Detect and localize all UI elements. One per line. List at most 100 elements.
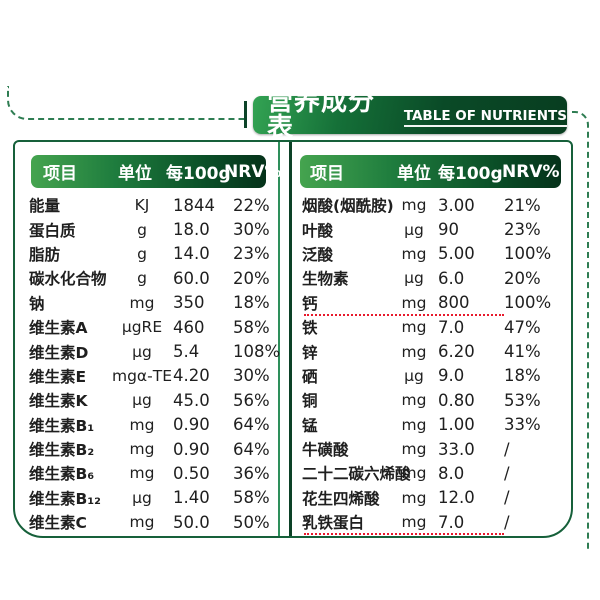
table-row: 维生素B₁₂ μg 1.40 58% <box>29 486 278 510</box>
nutrient-panel-right: 项目 单位 每100g NRV% 烟酸(烟酰胺) mg 3.00 21% 叶酸 μg 90 2… <box>292 142 571 536</box>
row-nrv: 20% <box>233 268 270 288</box>
table-row: 维生素K μg 45.0 56% <box>29 388 278 412</box>
row-unit: mg <box>401 415 427 434</box>
row-label: 叶酸 <box>302 221 334 240</box>
table-row: 维生素C mg 50.0 50% <box>29 510 278 534</box>
table-row: 乳铁蛋白 mg 7.0 / <box>302 510 571 536</box>
table-row: 能量 KJ 1844 22% <box>29 193 278 217</box>
row-label: 维生素B₆ <box>29 465 95 484</box>
row-label: 维生素D <box>29 343 89 362</box>
banner-subtitle: TABLE OF NUTRIENTS <box>403 110 567 127</box>
left-table-header: 项目 单位 每100g NRV% <box>31 155 282 188</box>
row-value: 12.0 <box>438 488 475 508</box>
row-label: 泛酸 <box>302 245 334 264</box>
row-nrv: / <box>504 512 510 532</box>
row-unit: g <box>137 244 147 263</box>
row-label: 牛磺酸 <box>302 441 349 460</box>
row-label: 花生四烯酸 <box>302 489 380 508</box>
row-unit: μg <box>404 269 424 288</box>
nutrition-sheet: 项目 单位 每100g NRV% 能量 KJ 1844 22% 蛋白质 g 18.0 30% 脂… <box>13 140 573 538</box>
table-row: 牛磺酸 mg 33.0 / <box>302 437 571 461</box>
row-unit: KJ <box>134 196 150 215</box>
row-value: 6.20 <box>438 342 475 362</box>
dashed-line-end-tick <box>244 101 247 128</box>
nutrition-table-banner: 营养成分表 TABLE OF NUTRIENTS <box>253 89 567 141</box>
row-unit: mg <box>129 293 155 312</box>
row-unit: mg <box>401 196 427 215</box>
row-label: 二十二碳六烯酸 <box>302 465 411 484</box>
row-value: 45.0 <box>173 390 210 410</box>
table-row: 生物素 μg 6.0 20% <box>302 266 571 290</box>
row-nrv: 30% <box>233 220 270 240</box>
row-label: 铁 <box>302 319 318 338</box>
row-nrv: 100% <box>504 244 552 264</box>
header-unit-label: 单位 <box>118 164 152 184</box>
header-item-label: 项目 <box>43 164 77 184</box>
table-row: 维生素E mgα-TE 4.20 30% <box>29 364 278 388</box>
row-value: 60.0 <box>173 268 210 288</box>
header-nrv-label: NRV% <box>502 161 560 182</box>
panel-gap <box>280 142 289 536</box>
table-row: 泛酸 mg 5.00 100% <box>302 242 571 266</box>
table-row: 维生素A μgRE 460 58% <box>29 315 278 339</box>
row-nrv: 64% <box>233 415 270 435</box>
row-value: 0.90 <box>173 439 210 459</box>
row-nrv: 23% <box>504 220 541 240</box>
row-unit: μg <box>404 220 424 239</box>
row-label: 维生素E <box>29 367 87 386</box>
row-value: 9.0 <box>438 366 465 386</box>
row-label: 锌 <box>302 343 318 362</box>
row-nrv: 18% <box>233 293 270 313</box>
row-value: 8.0 <box>438 463 465 483</box>
row-value: 0.50 <box>173 463 210 483</box>
row-label: 锰 <box>302 416 318 435</box>
row-value: 33.0 <box>438 439 475 459</box>
row-label: 乳铁蛋白 <box>302 514 365 533</box>
row-nrv: 58% <box>233 317 270 337</box>
row-label: 碳水化合物 <box>29 270 107 289</box>
table-row: 维生素B₁ mg 0.90 64% <box>29 413 278 437</box>
row-nrv: 50% <box>233 512 270 532</box>
row-value: 3.00 <box>438 195 475 215</box>
table-row: 叶酸 μg 90 23% <box>302 217 571 241</box>
table-row: 维生素B₂ mg 0.90 64% <box>29 437 278 461</box>
row-value: 0.80 <box>438 390 475 410</box>
row-nrv: 36% <box>233 463 270 483</box>
row-nrv: / <box>504 488 510 508</box>
row-value: 0.90 <box>173 415 210 435</box>
row-label: 维生素C <box>29 514 87 533</box>
row-nrv: 20% <box>504 268 541 288</box>
row-value: 50.0 <box>173 512 210 532</box>
table-row: 铁 mg 7.0 47% <box>302 315 571 339</box>
row-value: 1.40 <box>173 488 210 508</box>
panel-divider <box>289 142 292 536</box>
table-row: 维生素B₆ mg 0.50 36% <box>29 461 278 485</box>
row-unit: g <box>137 269 147 288</box>
row-nrv: 21% <box>504 195 541 215</box>
row-value: 460 <box>173 317 205 337</box>
row-value: 7.0 <box>438 317 465 337</box>
row-value: 5.4 <box>173 342 200 362</box>
table-row: 铜 mg 0.80 53% <box>302 388 571 412</box>
row-unit: mg <box>401 440 427 459</box>
table-row: 锰 mg 1.00 33% <box>302 413 571 437</box>
row-value: 14.0 <box>173 244 210 264</box>
row-value: 1844 <box>173 195 215 215</box>
banner-title: 营养成分表 <box>267 87 376 143</box>
table-row: 二十二碳六烯酸 mg 8.0 / <box>302 461 571 485</box>
right-table-header: 项目 单位 每100g NRV% <box>300 155 561 188</box>
header-unit-label: 单位 <box>397 164 431 184</box>
row-nrv: 58% <box>233 488 270 508</box>
row-nrv: 100% <box>504 293 552 313</box>
row-unit: mg <box>401 318 427 337</box>
row-unit: μg <box>132 488 152 507</box>
row-label: 铜 <box>302 392 318 411</box>
row-nrv: / <box>504 439 510 459</box>
table-row: 花生四烯酸 mg 12.0 / <box>302 486 571 510</box>
row-nrv: 33% <box>504 415 541 435</box>
table-row: 锌 mg 6.20 41% <box>302 339 571 363</box>
row-unit: mg <box>401 464 427 483</box>
table-row: 烟酸(烟酰胺) mg 3.00 21% <box>302 193 571 217</box>
row-label: 硒 <box>302 367 318 386</box>
row-label: 维生素K <box>29 392 88 411</box>
